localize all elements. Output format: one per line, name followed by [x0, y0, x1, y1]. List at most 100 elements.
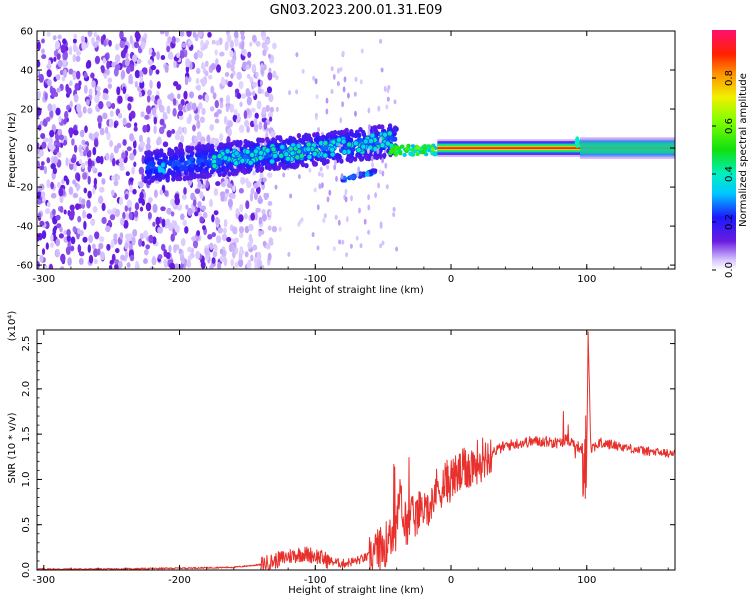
spectrogram-cell [202, 225, 206, 231]
spectrogram-cell [301, 68, 305, 74]
spectrogram-cell [229, 103, 235, 113]
y-tick-label: 1.0 [21, 471, 32, 487]
spectrogram-cell [384, 140, 391, 147]
spectrogram-cell [90, 72, 95, 79]
spectrogram-cell [94, 95, 99, 102]
spectrogram-cell [383, 85, 387, 92]
spectrogram-cell [39, 165, 45, 171]
colorbar-label: Normalized spectral amplitude [738, 73, 749, 227]
spectrogram-cell [161, 162, 165, 168]
spectrogram-cell [153, 189, 158, 198]
spectrogram-cell [196, 230, 201, 237]
spectrogram-cell [117, 142, 122, 149]
spectrogram-cell [119, 197, 123, 206]
spectrogram-cell [198, 102, 203, 110]
spectrogram-cell [37, 199, 42, 205]
spectrogram-cell [81, 41, 87, 51]
spectrogram-cell [171, 128, 176, 135]
spectrogram-cell [91, 165, 96, 172]
spectrogram-cell [197, 180, 202, 189]
spectrogram-cell [287, 161, 292, 168]
spectrogram-cell [106, 131, 111, 141]
spectrogram-cell [258, 195, 262, 201]
spectrogram-cell [186, 31, 192, 38]
spectrogram-cell [59, 205, 64, 213]
spectrogram-cell [132, 139, 137, 149]
spectrogram-cell [99, 186, 105, 193]
spectrogram-cell [122, 86, 127, 95]
spectrogram-cell [207, 234, 213, 240]
spectrogram-cell [300, 139, 306, 145]
spectrogram-cell [367, 155, 372, 161]
spectrogram-cell [113, 122, 118, 129]
spectrogram-cell [239, 157, 246, 164]
spectrogram-cell [167, 51, 174, 60]
spectrogram-cell [37, 142, 40, 148]
spectrogram-cell [308, 136, 313, 142]
spectrogram-cell [125, 66, 131, 74]
snr-panel: -300 -200 -100 0 100 0.0 0.5 1.0 1.5 2.0 2.5 Heig… [7, 311, 676, 596]
spectrogram-cell [94, 55, 101, 65]
spectrogram-cell [239, 203, 244, 213]
snr-y-axis-label: SNR (10 * v/v) [7, 412, 18, 483]
spectrogram-cell [38, 73, 44, 83]
spectrogram-cell [207, 172, 212, 178]
spectrogram-cell [258, 121, 263, 130]
spectrogram-cell [261, 41, 267, 49]
spectrogram-cell [40, 191, 46, 199]
spectrogram-cell [176, 203, 183, 211]
spectrogram-cell [267, 252, 272, 261]
spectrogram-cell [361, 129, 366, 135]
spectrogram-cell [85, 146, 89, 153]
spectrogram-cell [416, 145, 421, 150]
spectrogram-cell [261, 208, 266, 215]
spectrogram-cell [102, 57, 106, 64]
spectrogram-cell [265, 243, 271, 250]
spectrogram-cell [37, 233, 40, 242]
spectrogram-cell [138, 181, 144, 189]
spectrogram-cell [300, 162, 306, 168]
spectrogram-cell [253, 182, 259, 189]
spectrogram-cell [209, 106, 215, 112]
spectrogram-cell [98, 195, 104, 205]
spectrogram-cell [260, 67, 265, 76]
spectrogram-cell [262, 49, 267, 57]
spectrogram-cell [197, 94, 203, 100]
spectrogram-cell [272, 138, 278, 145]
spectrogram-cell [336, 81, 340, 87]
spectrogram-cell [209, 198, 213, 208]
y-tick-label: 1.5 [21, 426, 32, 442]
spectrogram-cell [57, 59, 63, 68]
spectrogram-cell [258, 178, 262, 183]
spectrogram-cell [229, 40, 235, 49]
spectrogram-cell [163, 249, 168, 258]
spectrogram-cell [236, 92, 242, 99]
spectrogram-cell [376, 148, 380, 155]
spectrogram-cell [87, 190, 92, 199]
spectrogram-cell [225, 106, 230, 113]
spectrogram-cell [204, 93, 210, 103]
spectrogram-cell [422, 146, 427, 151]
spectrogram-y-axis-label: Frequency (Hz) [7, 112, 18, 188]
spectrogram-cell [207, 31, 212, 38]
spectrogram-cell [245, 200, 250, 210]
spectrogram-cell [88, 88, 93, 96]
spectrogram-cell [259, 172, 264, 180]
spectrogram-cell [345, 156, 350, 162]
spectrogram-cell [129, 177, 134, 183]
spectrogram-cell [51, 103, 57, 112]
spectrogram-cell [337, 67, 340, 74]
spectrogram-cell [255, 207, 261, 213]
y-tick-label: 2.0 [21, 381, 32, 397]
spectrogram-cell [209, 264, 214, 269]
spectrogram-cell [185, 65, 190, 74]
spectrogram-cell [66, 234, 71, 242]
spectrogram-cell [379, 142, 386, 149]
spectrogram-cell [316, 204, 320, 211]
spectrogram-cell [227, 183, 233, 189]
spectrogram-cell [108, 39, 112, 47]
spectrogram-cell [388, 126, 393, 132]
spectrogram-cell [115, 208, 120, 218]
spectrogram-cell [44, 208, 51, 215]
spectrogram-cell [125, 171, 130, 177]
